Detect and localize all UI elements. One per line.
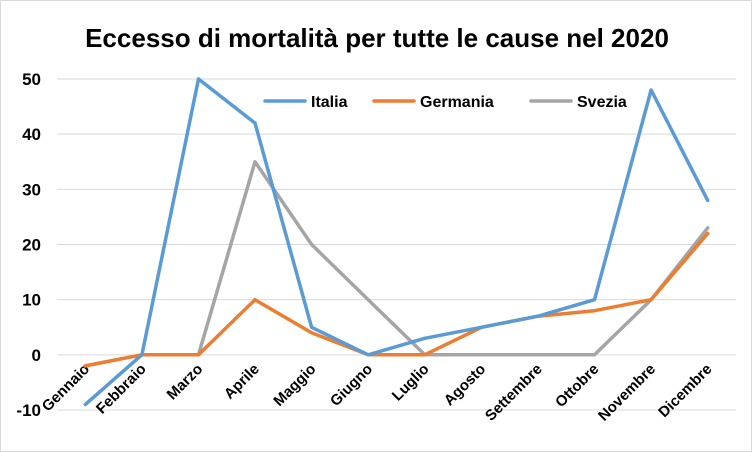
y-tick-label: 40: [22, 125, 41, 144]
legend-label-germania: Germania: [420, 94, 494, 111]
x-axis-ticks: Gennaio Febbraio Marzo Aprile Maggio Giugno Lu…: [39, 361, 716, 425]
series-line-germania: [83, 231, 710, 368]
legend-label-italia: Italia: [311, 94, 348, 111]
x-tick-label: Maggio: [270, 361, 319, 410]
legend: Italia Germania Svezia: [263, 94, 627, 111]
y-tick-label: 10: [22, 291, 41, 310]
x-tick-label: Ottobre: [552, 361, 602, 411]
series-line-svezia: [83, 160, 710, 368]
y-tick-label: 30: [22, 180, 41, 199]
y-tick-label: 0: [32, 346, 41, 365]
series-lines: [83, 77, 710, 407]
y-tick-label: -10: [16, 401, 41, 420]
gridlines: [57, 78, 736, 411]
x-tick-label: Marzo: [164, 361, 207, 404]
series-line-italia: [83, 77, 710, 407]
chart-title: Eccesso di mortalità per tutte le cause …: [85, 23, 669, 53]
x-tick-label: Novembre: [595, 361, 659, 425]
x-tick-label: Giugno: [327, 361, 376, 410]
x-tick-label: Dicembre: [655, 361, 715, 421]
legend-label-svezia: Svezia: [577, 94, 627, 111]
x-tick-label: Luglio: [389, 361, 433, 405]
x-tick-label: Settembre: [482, 361, 546, 425]
x-tick-label: Gennaio: [39, 361, 93, 415]
x-tick-label: Agosto: [441, 361, 490, 410]
y-tick-label: 20: [22, 236, 41, 255]
y-tick-label: 50: [22, 70, 41, 89]
x-tick-label: Aprile: [221, 361, 263, 403]
y-axis-ticks: -10 0 10 20 30 40 50: [16, 70, 41, 420]
